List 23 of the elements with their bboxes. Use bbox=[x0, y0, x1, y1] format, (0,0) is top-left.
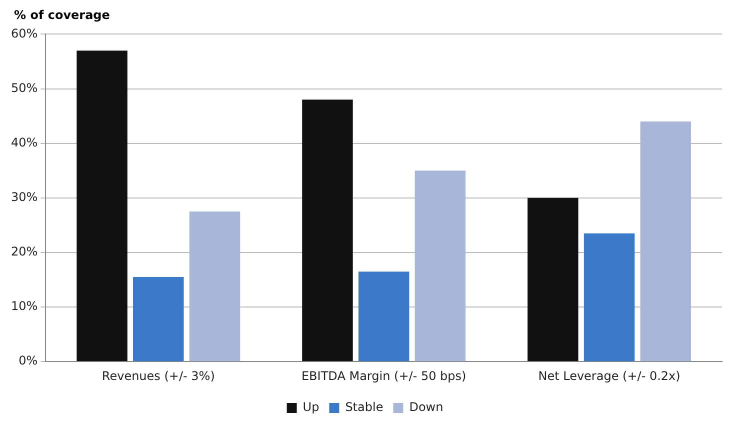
bar bbox=[76, 50, 128, 362]
bar bbox=[189, 212, 240, 362]
bar bbox=[133, 277, 184, 362]
y-tick-label: 50% bbox=[11, 80, 38, 95]
y-tick-label: 40% bbox=[11, 135, 38, 150]
bar bbox=[414, 170, 466, 362]
y-tick-label: 0% bbox=[18, 354, 38, 368]
legend-label: Up bbox=[302, 400, 320, 414]
y-tick-label: 20% bbox=[11, 244, 38, 259]
bar bbox=[528, 198, 578, 362]
bar bbox=[358, 272, 410, 362]
x-tick-label: Revenues (+/- 3%) bbox=[102, 368, 215, 383]
y-tick-label: 30% bbox=[11, 190, 38, 204]
legend-label: Stable bbox=[345, 400, 384, 414]
y-axis-title: % of coverage bbox=[14, 8, 111, 22]
x-tick-label: Net Leverage (+/- 0.2x) bbox=[538, 368, 680, 383]
legend-label: Down bbox=[409, 400, 444, 414]
bar bbox=[302, 100, 353, 362]
bar bbox=[584, 233, 635, 362]
y-tick-label: 60% bbox=[11, 26, 38, 40]
y-tick-label: 10% bbox=[11, 299, 38, 314]
bar bbox=[640, 122, 691, 362]
x-tick-label: EBITDA Margin (+/- 50 bps) bbox=[301, 368, 466, 383]
